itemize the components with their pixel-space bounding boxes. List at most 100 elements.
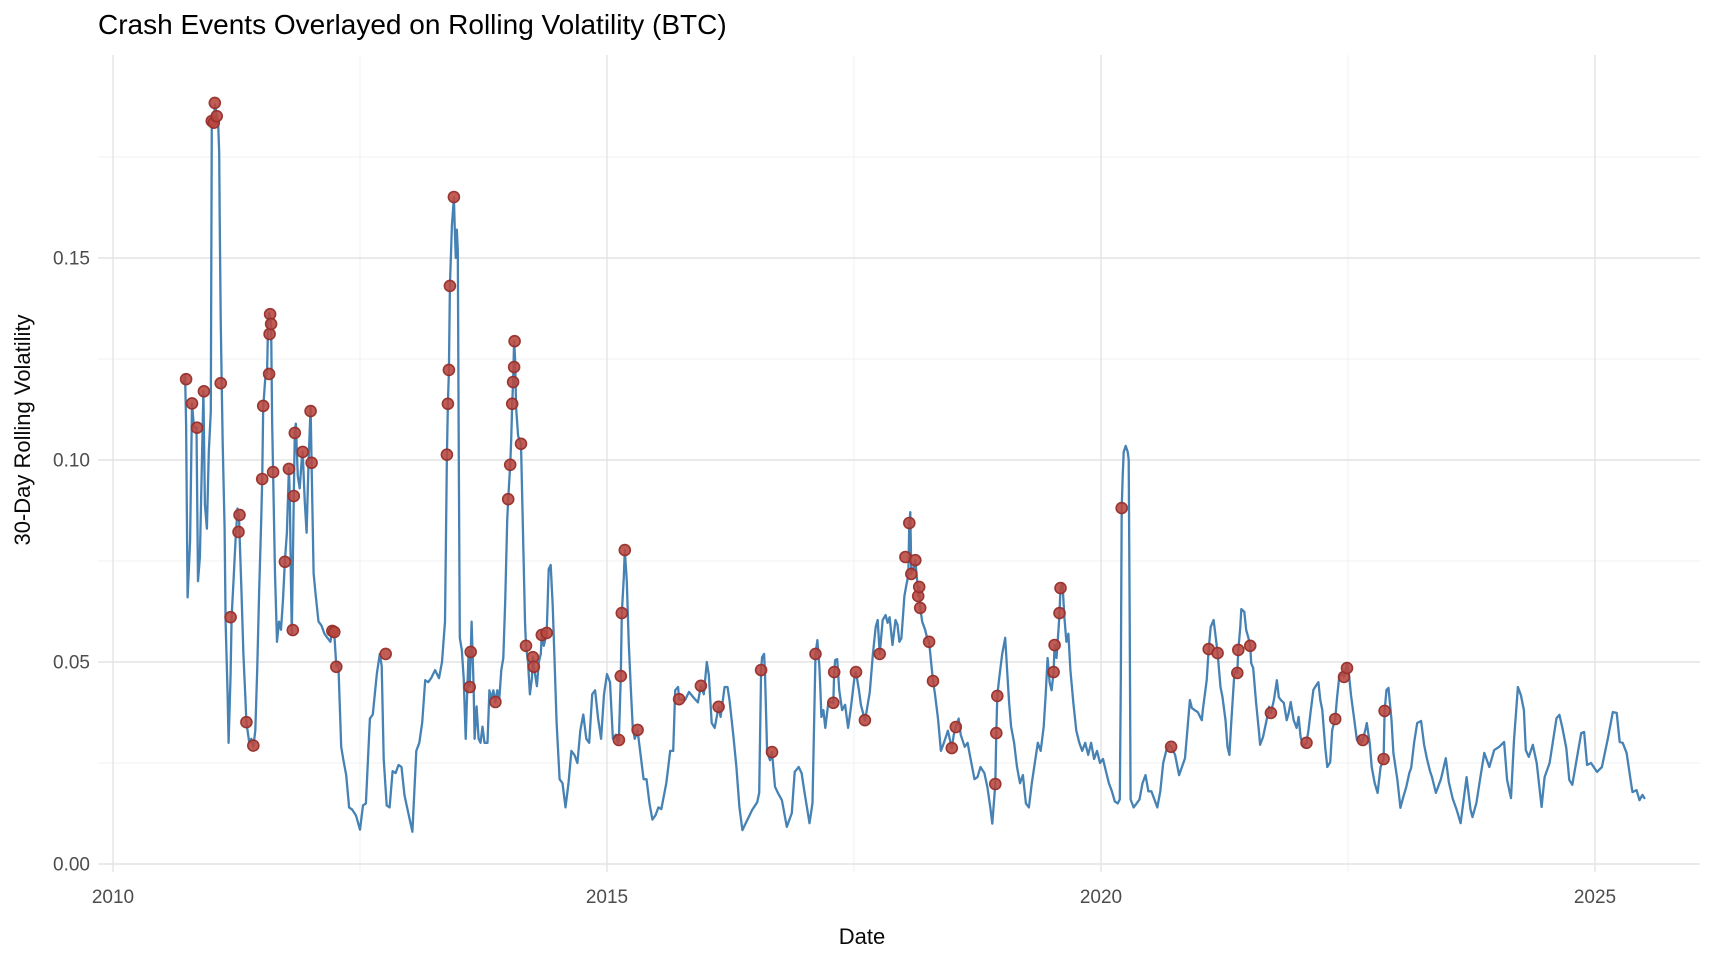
y-axis-title: 30-Day Rolling Volatility: [10, 314, 35, 545]
crash-event-dot: [922, 635, 936, 649]
crash-event-dot: [754, 663, 768, 677]
grid-minor-lines: [98, 55, 1700, 872]
crash-event-dot: [527, 660, 541, 674]
crash-event-dot: [926, 674, 940, 688]
crash-event-dot: [329, 660, 343, 674]
crash-event-dot: [1211, 646, 1224, 660]
crash-event-dot: [508, 334, 521, 348]
crash-event-dot: [1054, 581, 1067, 595]
crash-event-dot: [264, 317, 278, 331]
crash-event-dot: [233, 508, 246, 522]
crash-event-dot: [282, 462, 296, 476]
crash-event-dot: [1356, 733, 1370, 747]
crash-event-dot: [327, 625, 341, 639]
crash-event-dot: [255, 472, 269, 486]
crash-event-dot: [489, 695, 502, 709]
crash-event-dot: [278, 555, 292, 569]
crash-event-dot: [214, 376, 227, 390]
crash-event-dot: [210, 109, 223, 123]
crash-event-dot: [694, 679, 708, 693]
crash-event-dot: [305, 456, 318, 470]
crash-event-dot: [507, 360, 521, 374]
crash-event-dot: [902, 516, 916, 530]
x-tick-label: 2020: [1080, 887, 1122, 908]
crash-event-dot: [379, 647, 393, 661]
crash-event-dot: [1115, 501, 1128, 515]
crash-event-dot: [614, 669, 628, 683]
crash-event-points: [179, 96, 1391, 791]
crash-event-dot: [443, 279, 457, 293]
crash-event-dot: [286, 623, 300, 637]
crash-event-dot: [266, 465, 280, 479]
crash-event-dot: [1264, 706, 1278, 720]
y-tick-label: 0.05: [53, 653, 90, 674]
x-axis-tick-labels: 2010 2015 2020 2025: [92, 887, 1616, 908]
crash-event-dot: [296, 445, 310, 459]
crash-event-dot: [712, 700, 725, 714]
crash-event-dot: [441, 397, 455, 411]
crash-event-dot: [631, 723, 644, 737]
crash-event-dot: [1232, 643, 1245, 657]
crash-event-dot: [179, 372, 193, 386]
crash-event-dot: [1377, 752, 1390, 766]
crash-event-dot: [503, 458, 517, 472]
crash-event-dot: [1048, 638, 1061, 652]
crash-event-dot: [1231, 666, 1244, 680]
crash-event-dot: [505, 397, 519, 411]
y-axis-tick-labels: 0.00 0.05 0.10 0.15: [53, 249, 90, 876]
crash-event-dot: [912, 580, 926, 594]
crash-event-dot: [197, 384, 211, 398]
crash-event-dot: [232, 525, 245, 539]
crash-event-dot: [765, 745, 779, 759]
crash-event-dot: [463, 680, 477, 694]
crash-event-dot: [826, 696, 840, 710]
crash-event-dot: [672, 692, 686, 706]
volatility-line: [181, 103, 1646, 833]
crash-event-dot: [519, 639, 533, 653]
crash-event-dot: [185, 397, 199, 410]
crash-event-dot: [873, 647, 887, 661]
crash-event-dot: [913, 601, 927, 615]
y-tick-label: 0.15: [53, 249, 90, 270]
crash-event-dot: [1340, 661, 1354, 675]
y-tick-label: 0.10: [53, 451, 90, 472]
x-tick-label: 2015: [586, 887, 628, 908]
crash-event-dot: [262, 367, 276, 381]
crash-event-dot: [208, 96, 222, 110]
chart-title: Crash Events Overlayed on Rolling Volati…: [98, 9, 727, 40]
crash-event-dot: [288, 426, 302, 440]
crash-event-dot: [263, 327, 276, 341]
crash-event-dot: [1164, 740, 1178, 754]
crash-event-dot: [1053, 606, 1066, 620]
crash-event-dot: [1300, 736, 1313, 750]
crash-event-dot: [615, 606, 629, 620]
crash-event-dot: [304, 404, 317, 418]
crash-event-dot: [809, 647, 822, 661]
crash-event-dot: [464, 645, 478, 659]
crash-event-dot: [849, 665, 863, 679]
crash-event-dot: [990, 689, 1004, 703]
crash-event-dot: [1378, 704, 1391, 718]
crash-event-dot: [988, 777, 1002, 791]
crash-event-dot: [240, 715, 253, 729]
crash-event-dot: [247, 739, 260, 752]
grid-major-lines: [98, 55, 1700, 872]
x-tick-label: 2025: [1574, 887, 1616, 908]
x-tick-label: 2010: [92, 887, 134, 908]
crash-event-dot: [287, 489, 301, 503]
crash-event-dot: [540, 626, 554, 640]
crash-event-dot: [827, 665, 841, 679]
crash-event-dot: [506, 375, 520, 389]
crash-event-dot: [904, 567, 918, 581]
crash-event-dot: [514, 437, 528, 451]
crash-event-dot: [501, 492, 515, 506]
crash-event-dot: [618, 543, 632, 557]
crash-event-dot: [1047, 665, 1060, 679]
crash-event-dot: [442, 363, 456, 377]
crash-event-dot: [1328, 712, 1342, 726]
crash-event-dot: [256, 399, 270, 413]
y-tick-label: 0.00: [53, 855, 90, 876]
crash-event-dot: [224, 610, 237, 624]
